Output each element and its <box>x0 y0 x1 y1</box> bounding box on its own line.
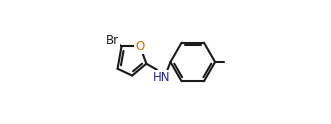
Text: Br: Br <box>106 34 119 47</box>
Text: O: O <box>135 40 145 53</box>
Text: HN: HN <box>153 71 171 84</box>
